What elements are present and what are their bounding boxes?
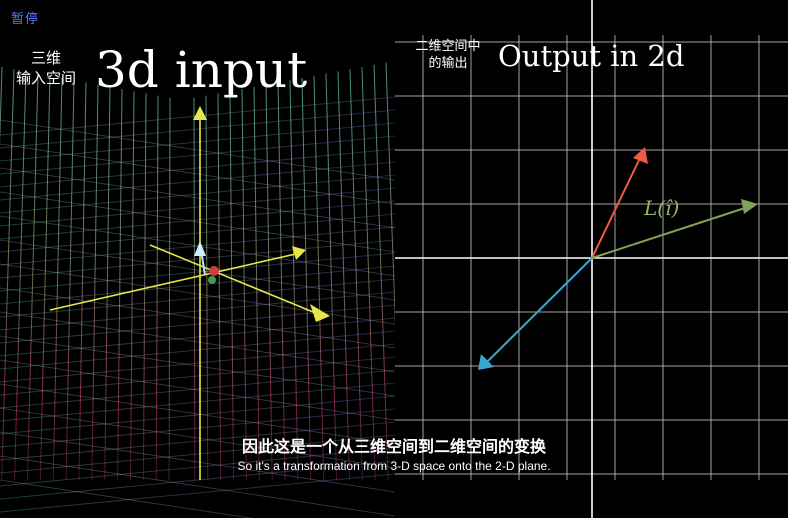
grid-line-depth xyxy=(0,263,395,325)
basis-k-arrowhead xyxy=(194,241,206,256)
grid-line-horizontal xyxy=(0,187,395,227)
left-title-cn-line1: 三维 xyxy=(30,49,61,67)
grid-line-horizontal xyxy=(0,382,395,422)
grid-line-horizontal xyxy=(0,148,395,188)
grid-line-vertical xyxy=(349,69,363,481)
grid-line-vertical xyxy=(193,97,196,481)
grid-line-horizontal xyxy=(0,434,395,474)
pause-indicator[interactable]: 暂停 xyxy=(11,12,40,27)
grid-line-vertical xyxy=(289,80,299,481)
grid-line-depth xyxy=(0,215,395,277)
vector-blue-arrowhead xyxy=(478,354,494,370)
grid-line-horizontal xyxy=(0,408,395,448)
grid-line-vertical xyxy=(26,73,39,481)
grid-line-depth xyxy=(0,143,395,205)
grid-line-depth xyxy=(0,383,395,445)
grid-line-vertical xyxy=(373,64,389,481)
grid-line-depth xyxy=(0,311,395,373)
grid-line-depth xyxy=(0,335,395,397)
grid-line-vertical xyxy=(129,91,135,481)
grid-line-horizontal xyxy=(0,317,395,357)
grid-line-depth xyxy=(0,239,395,301)
grid-line-vertical xyxy=(253,86,260,481)
grid-line-vertical xyxy=(117,88,123,481)
left-title-cn-line2: 输入空间 xyxy=(15,69,76,87)
grid-line-horizontal xyxy=(0,239,395,279)
left-title-en: 3d input xyxy=(95,41,308,99)
grid-line-horizontal xyxy=(0,135,395,175)
grid-line-depth xyxy=(0,431,395,493)
vector-blue xyxy=(487,257,593,362)
grid-line-vertical xyxy=(205,95,209,481)
basis-j-head xyxy=(208,276,216,284)
grid-line-horizontal xyxy=(0,200,395,240)
grid-line-horizontal xyxy=(0,122,395,162)
vector-label-L-i: L(î) xyxy=(643,196,679,220)
grid-line-vertical xyxy=(229,91,235,481)
grid-line-horizontal xyxy=(0,252,395,292)
grid-line-horizontal xyxy=(0,473,395,513)
grid-line-vertical xyxy=(325,73,338,481)
grid-line-horizontal xyxy=(0,109,395,149)
grid-line-vertical xyxy=(265,84,273,481)
grid-line-horizontal xyxy=(0,226,395,266)
x-axis-arrowhead xyxy=(310,304,330,322)
grid-line-vertical xyxy=(65,80,75,481)
grid-line-vertical xyxy=(142,93,147,481)
vector-red-arrowhead xyxy=(633,147,648,164)
vector-red xyxy=(591,157,641,259)
grid-line-vertical xyxy=(104,86,111,481)
grid-line-vertical xyxy=(52,77,63,481)
grid-line-horizontal xyxy=(0,421,395,461)
subtitle-en: So it's a transformation from 3-D space … xyxy=(237,459,551,473)
grid-line-horizontal xyxy=(0,330,395,370)
grid-line-vertical xyxy=(168,97,171,481)
grid-line-horizontal xyxy=(0,369,395,409)
y-axis xyxy=(49,252,301,311)
grid-line-horizontal xyxy=(0,174,395,214)
grid-line-horizontal xyxy=(0,447,395,487)
vector-green xyxy=(591,206,749,259)
grid-lines-3d xyxy=(0,62,395,518)
grid-line-depth xyxy=(0,191,395,253)
grid-line-vertical xyxy=(1,69,15,481)
grid-line-horizontal xyxy=(0,161,395,201)
grid-line-vertical xyxy=(385,62,395,328)
right-title-cn: 二维空间中 的输出 xyxy=(404,38,492,72)
grid-line-depth xyxy=(0,167,395,229)
subtitle-cn: 因此这是一个从三维空间到二维空间的变换 xyxy=(241,437,546,456)
right-title-cn-line1: 二维空间中 xyxy=(415,39,481,54)
grid-line-vertical xyxy=(337,71,350,481)
grid-line-depth xyxy=(0,479,253,518)
grid-line-horizontal xyxy=(0,460,395,500)
left-title-cn: 三维 输入空间 xyxy=(6,48,86,88)
z-axis-arrowhead xyxy=(193,106,207,120)
grid-line-depth xyxy=(0,455,395,517)
grid-line-depth xyxy=(0,359,395,421)
grid-line-horizontal xyxy=(0,343,395,383)
grid-line-depth xyxy=(0,407,395,469)
grid-line-depth xyxy=(0,287,395,349)
y-axis-arrowhead xyxy=(292,246,306,260)
grid-line-vertical xyxy=(277,82,286,481)
grid-line-horizontal xyxy=(0,356,395,396)
vector-green-arrowhead xyxy=(741,199,758,214)
basis-i-head xyxy=(209,266,219,276)
right-title-cn-line2: 的输出 xyxy=(428,56,468,71)
right-title-en: Output in 2d xyxy=(498,39,685,73)
grid-line-depth xyxy=(0,119,395,181)
grid-line-horizontal xyxy=(0,395,395,435)
grid-line-horizontal xyxy=(0,291,395,331)
grid-line-horizontal xyxy=(0,265,395,305)
grid-line-horizontal xyxy=(0,304,395,344)
grid-line-horizontal xyxy=(0,278,395,318)
grid-line-horizontal xyxy=(0,213,395,253)
grid-line-vertical xyxy=(217,93,222,481)
x-axis xyxy=(149,244,319,315)
left-3d-grid xyxy=(0,62,395,518)
grid-line-vertical xyxy=(155,95,159,481)
